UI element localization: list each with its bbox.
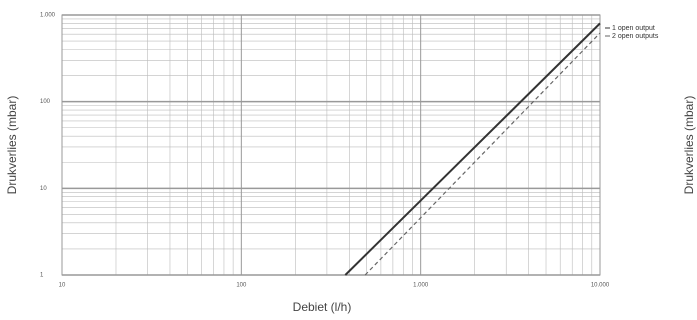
y-tick-label: 1 bbox=[40, 273, 44, 279]
legend-label: 1 open output bbox=[612, 25, 655, 32]
series-line bbox=[344, 22, 601, 276]
x-tick-label: 1.000 bbox=[413, 283, 429, 289]
legend-label: 2 open outputs bbox=[612, 33, 659, 40]
y-tick-label: 10 bbox=[40, 186, 47, 192]
y-tick-label: 1.000 bbox=[40, 13, 56, 19]
cropped-axis-label: Drukverlies (mbar) bbox=[682, 96, 696, 195]
x-tick-label: 10 bbox=[59, 283, 66, 289]
y-tick-label: 100 bbox=[40, 99, 51, 105]
x-tick-label: 100 bbox=[236, 283, 247, 289]
series-line bbox=[364, 32, 601, 276]
x-tick-label: 10.000 bbox=[591, 283, 610, 289]
y-axis-label: Drukverlies (mbar) bbox=[5, 96, 19, 195]
x-axis-label: Debiet (l/h) bbox=[293, 300, 352, 314]
plot-area bbox=[61, 14, 601, 276]
